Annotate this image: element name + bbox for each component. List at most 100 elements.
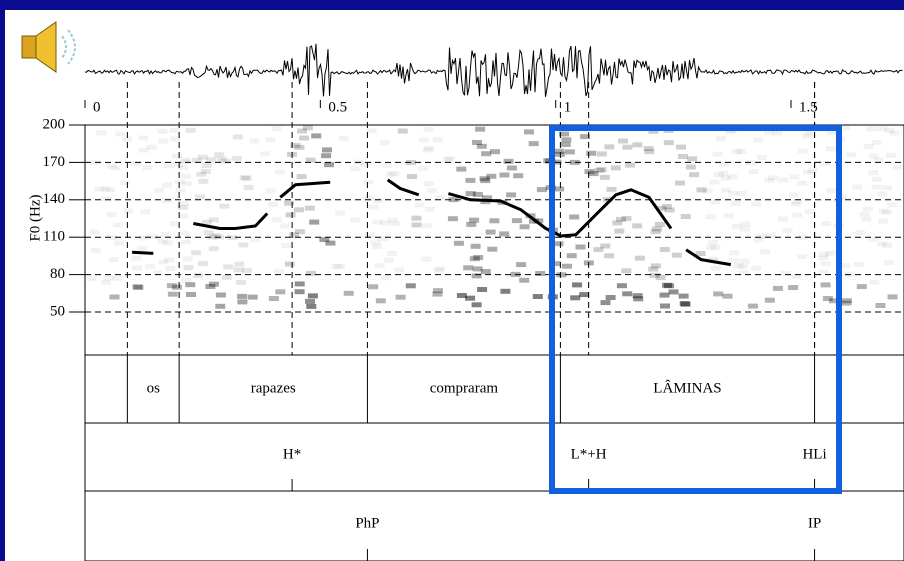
spectrogram-cell xyxy=(271,126,282,132)
spectrogram-cell xyxy=(138,147,149,153)
spectrogram-cell xyxy=(321,153,332,159)
spectrogram-cell xyxy=(648,128,659,134)
spectrogram-cell xyxy=(767,175,778,181)
highlight-box xyxy=(549,125,842,494)
spectrogram-cell xyxy=(740,221,751,227)
spectrogram-cell xyxy=(788,192,799,198)
spectrogram-cell xyxy=(469,256,480,262)
spectrogram-cell xyxy=(307,293,318,299)
spectrogram-cell xyxy=(671,252,682,258)
spectrogram-cell xyxy=(486,173,497,179)
y-tick-label: 110 xyxy=(43,229,65,245)
spectrogram-cell xyxy=(869,279,880,285)
point-label: L*+H xyxy=(571,446,607,462)
spectrogram-cell xyxy=(386,171,396,177)
spectrogram-cell xyxy=(196,171,207,177)
spectrogram-cell xyxy=(797,180,808,186)
spectrogram-cell xyxy=(114,240,125,246)
spectrogram-cell xyxy=(675,180,685,186)
spectrogram-cell xyxy=(122,136,133,142)
spectrogram-cell xyxy=(747,303,758,309)
spectrogram-cell xyxy=(738,270,749,276)
spectrogram-cell xyxy=(220,158,231,164)
spectrogram-cell xyxy=(424,206,435,212)
spectrogram-cell xyxy=(612,220,623,226)
spectrogram-cell xyxy=(101,279,111,285)
spectrogram-cell xyxy=(223,264,234,270)
spectrogram-cell xyxy=(157,128,168,134)
spectrogram-cell xyxy=(554,148,565,154)
spectrogram-cell xyxy=(868,236,879,242)
spectrogram-cell xyxy=(632,223,643,229)
spectrogram-cell xyxy=(705,214,716,220)
spectrogram-cell xyxy=(650,229,661,235)
spectrogram-cell xyxy=(350,166,361,172)
spectrogram-cell xyxy=(89,229,100,235)
spectrogram-cell xyxy=(877,241,888,247)
spectrogram-cell xyxy=(96,130,107,136)
spectrogram-cell xyxy=(663,140,674,146)
spectrogram-cell xyxy=(101,196,112,202)
spectrogram-cell xyxy=(397,128,408,134)
y-axis-label: F0 (Hz) xyxy=(27,194,43,241)
spectrogram-cell xyxy=(200,169,211,174)
speaker-icon[interactable] xyxy=(21,21,76,73)
spectrogram-cell xyxy=(676,144,686,150)
spectrogram-cell xyxy=(233,267,244,273)
spectrogram-cell xyxy=(180,173,191,179)
spectrogram-cell xyxy=(736,191,747,196)
spectrogram-cell xyxy=(177,205,188,211)
spectrogram-cell xyxy=(654,222,665,227)
spectrogram-cell xyxy=(241,175,252,181)
spectrogram-cell xyxy=(274,169,285,175)
spectrogram-cell xyxy=(662,282,672,288)
spectrogram-cell xyxy=(370,240,381,246)
spectrogram-cell xyxy=(788,285,799,290)
spectrogram-cell xyxy=(553,241,564,247)
spectrogram-cell xyxy=(524,129,534,135)
spectrogram-cell xyxy=(855,230,866,236)
spectrogram-cell xyxy=(381,162,392,168)
spectrogram-cell xyxy=(892,164,903,170)
spectrogram-cell xyxy=(751,265,762,271)
spectrogram-cell xyxy=(881,209,892,215)
spectrogram-cell xyxy=(387,251,397,256)
spectrogram-cell xyxy=(536,187,547,193)
spectrogram-cell xyxy=(193,272,204,278)
interval-label: compraram xyxy=(430,380,499,396)
spectrogram-cell xyxy=(877,191,887,197)
spectrogram-cell xyxy=(338,135,349,141)
spectrogram-cell xyxy=(305,270,316,276)
spectrogram-cell xyxy=(237,299,248,305)
spectrogram-cell xyxy=(238,242,249,248)
spectrogram-cell xyxy=(606,186,617,192)
spectrogram-cell xyxy=(792,199,803,205)
spectrogram-cell xyxy=(863,206,873,212)
spectrogram-cell xyxy=(889,130,900,136)
spectrogram-cell xyxy=(564,149,575,155)
spectrogram-cell xyxy=(214,152,225,158)
spectrogram-cell xyxy=(736,148,747,154)
spectrogram-cell xyxy=(516,262,527,268)
spectrogram-cell xyxy=(649,272,660,278)
spectrogram-cell xyxy=(466,221,477,227)
spectrogram-cell xyxy=(550,261,561,267)
spectrogram-cell xyxy=(664,283,675,289)
spectrogram-cell xyxy=(820,282,831,288)
spectrogram-cell xyxy=(803,169,813,175)
y-tick-label: 80 xyxy=(50,266,65,282)
spectrogram-cell xyxy=(706,245,717,251)
spectrogram-cell xyxy=(394,267,405,273)
spectrogram-cell xyxy=(215,292,226,298)
spectrogram-cell xyxy=(364,232,375,238)
spectrogram-cell xyxy=(696,187,707,193)
spectrogram-cell xyxy=(709,199,720,205)
spectrogram-cell xyxy=(174,179,185,185)
spectrogram-cell xyxy=(302,125,313,131)
spectrogram-cell xyxy=(764,297,775,303)
spectrogram-cell xyxy=(325,240,336,246)
spectrogram-cell xyxy=(476,143,487,149)
spectrogram-cell xyxy=(106,163,117,169)
spectrogram-cell xyxy=(289,232,300,238)
spectrogram-cell xyxy=(132,265,142,271)
